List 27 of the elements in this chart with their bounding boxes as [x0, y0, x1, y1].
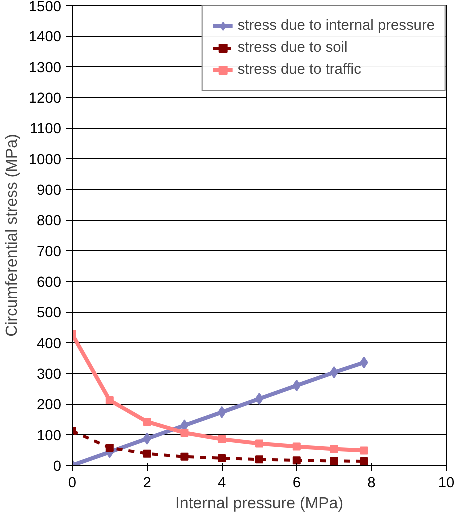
y-tick-label: 300: [37, 367, 62, 383]
x-tick-label: 8: [368, 476, 376, 492]
y-tick-label: 1500: [28, 0, 62, 16]
y-tick-label: 900: [37, 183, 62, 199]
y-tick-label: 600: [37, 275, 62, 291]
y-tick-label: 1000: [28, 152, 62, 168]
y-tick-label: 400: [37, 336, 62, 352]
x-tick-label: 2: [143, 476, 152, 492]
y-tick-label: 0: [53, 459, 62, 475]
y-tick-label: 100: [37, 428, 62, 444]
y-tick-label: 1200: [28, 91, 62, 107]
y-tick-label: 1100: [30, 122, 62, 138]
x-tick-label: 4: [218, 476, 226, 492]
x-tick-label: 0: [68, 476, 77, 492]
y-tick-label: 700: [37, 244, 62, 260]
x-axis-title: Internal pressure (MPa): [175, 496, 344, 512]
legend-label: stress due to soil: [238, 40, 348, 56]
x-tick-label: 6: [292, 476, 301, 492]
y-tick-label: 1300: [28, 60, 62, 76]
x-tick-label: 10: [438, 476, 455, 492]
y-tick-label: 1400: [28, 30, 62, 46]
y-tick-label: 800: [37, 214, 62, 230]
y-tick-label: 200: [37, 398, 62, 414]
y-axis-title: Circumferential stress (MPa): [4, 134, 21, 337]
legend-label: stress due to traffic: [238, 62, 362, 78]
y-tick-label: 500: [37, 306, 62, 322]
legend-label: stress due to internal pressure: [238, 18, 435, 34]
